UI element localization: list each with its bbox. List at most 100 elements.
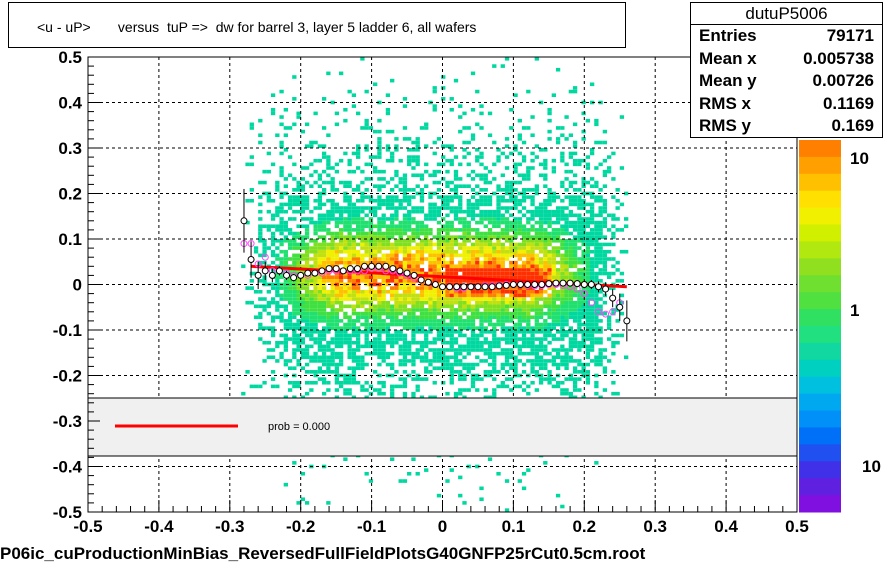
heatmap-cell <box>509 235 514 239</box>
heatmap-cell <box>458 209 463 214</box>
heatmap-cell <box>275 293 280 298</box>
heatmap-cell <box>526 231 531 236</box>
heatmap-cell <box>547 330 552 334</box>
heatmap-cell <box>483 209 488 214</box>
heatmap-cell <box>364 311 369 316</box>
heatmap-cell <box>275 308 280 312</box>
heatmap-cell <box>517 133 522 138</box>
heatmap-cell <box>270 384 276 389</box>
heatmap-cell <box>436 311 442 316</box>
heatmap-cell <box>568 155 574 159</box>
heatmap-cell <box>445 268 450 272</box>
heatmap-cell <box>589 228 595 232</box>
heatmap-cell <box>594 118 599 123</box>
heatmap-cell <box>453 362 459 367</box>
heatmap-cell <box>411 322 416 327</box>
heatmap-cell <box>611 351 616 356</box>
heatmap-cell <box>436 493 442 498</box>
heatmap-cell <box>279 206 284 210</box>
heatmap-cell <box>555 260 561 265</box>
heatmap-cell <box>538 220 544 225</box>
heatmap-cell <box>424 271 429 276</box>
heatmap-cell <box>589 239 595 243</box>
heatmap-cell <box>449 144 454 148</box>
heatmap-cell <box>560 275 565 279</box>
heatmap-cell <box>402 322 408 327</box>
heatmap-cell <box>351 253 357 258</box>
heatmap-cell <box>402 249 408 254</box>
heatmap-cell <box>577 388 582 392</box>
heatmap-cell <box>504 271 510 276</box>
heatmap-cell <box>360 195 365 199</box>
heatmap-cell <box>398 279 403 283</box>
heatmap-cell <box>594 246 599 250</box>
heatmap-cell <box>475 228 480 232</box>
heatmap-cell <box>321 348 327 352</box>
heatmap-cell <box>334 224 340 229</box>
heatmap-cell <box>487 355 493 360</box>
heatmap-cell <box>385 260 391 265</box>
heatmap-cell <box>292 380 297 385</box>
heatmap-cell <box>390 391 395 396</box>
heatmap-cell <box>534 326 539 330</box>
heatmap-cell <box>347 89 352 94</box>
heatmap-cell <box>356 188 361 192</box>
heatmap-cell <box>411 148 416 152</box>
heatmap-cell <box>292 162 297 167</box>
heatmap-cell <box>402 333 408 338</box>
heatmap-cell <box>432 340 437 345</box>
heatmap-cell <box>419 355 425 360</box>
heatmap-cell <box>509 264 514 269</box>
heatmap-cell <box>317 348 323 352</box>
heatmap-cell <box>275 239 280 243</box>
heatmap-cell <box>334 337 340 341</box>
heatmap-cell <box>521 289 527 294</box>
heatmap-cell <box>347 158 352 163</box>
heatmap-cell <box>538 380 544 385</box>
heatmap-cell <box>581 129 586 134</box>
heatmap-cell <box>368 224 374 229</box>
heatmap-cell <box>487 239 493 243</box>
heatmap-cell <box>572 144 578 148</box>
heatmap-cell <box>475 271 480 276</box>
heatmap-cell <box>449 257 454 261</box>
heatmap-cell <box>470 264 476 269</box>
heatmap-cell <box>313 282 318 287</box>
heatmap-cell <box>589 286 595 290</box>
profile-black-point <box>396 267 404 275</box>
heatmap-cell <box>466 348 471 352</box>
heatmap-cell <box>602 366 608 370</box>
heatmap-cell <box>283 289 288 294</box>
heatmap-cell <box>526 275 531 279</box>
heatmap-cell <box>381 300 386 305</box>
heatmap-cell <box>555 330 561 334</box>
heatmap-cell <box>483 340 488 345</box>
heatmap-cell <box>432 180 437 185</box>
heatmap-cell <box>526 308 531 312</box>
heatmap-cell <box>411 235 416 239</box>
heatmap-cell <box>330 198 335 203</box>
heatmap-cell <box>492 177 497 181</box>
heatmap-cell <box>330 370 335 374</box>
heatmap-cell <box>479 300 484 305</box>
stats-value: 0.00726 <box>812 71 874 90</box>
heatmap-cell <box>326 300 331 305</box>
heatmap-cell <box>445 242 450 247</box>
heatmap-cell <box>521 380 527 385</box>
heatmap-cell <box>436 228 442 232</box>
heatmap-cell <box>530 297 535 301</box>
heatmap-cell <box>602 260 608 265</box>
heatmap-cell <box>313 355 318 360</box>
heatmap-cell <box>530 246 535 250</box>
heatmap-cell <box>411 359 416 363</box>
heatmap-cell <box>453 155 459 159</box>
heatmap-cell <box>611 213 616 218</box>
heatmap-cell <box>368 209 374 214</box>
heatmap-cell <box>292 289 297 294</box>
heatmap-cell <box>492 322 497 327</box>
heatmap-cell <box>398 344 403 349</box>
heatmap-cell <box>572 213 578 218</box>
heatmap-cell <box>330 348 335 352</box>
heatmap-cell <box>543 231 548 236</box>
heatmap-cell <box>330 326 335 330</box>
